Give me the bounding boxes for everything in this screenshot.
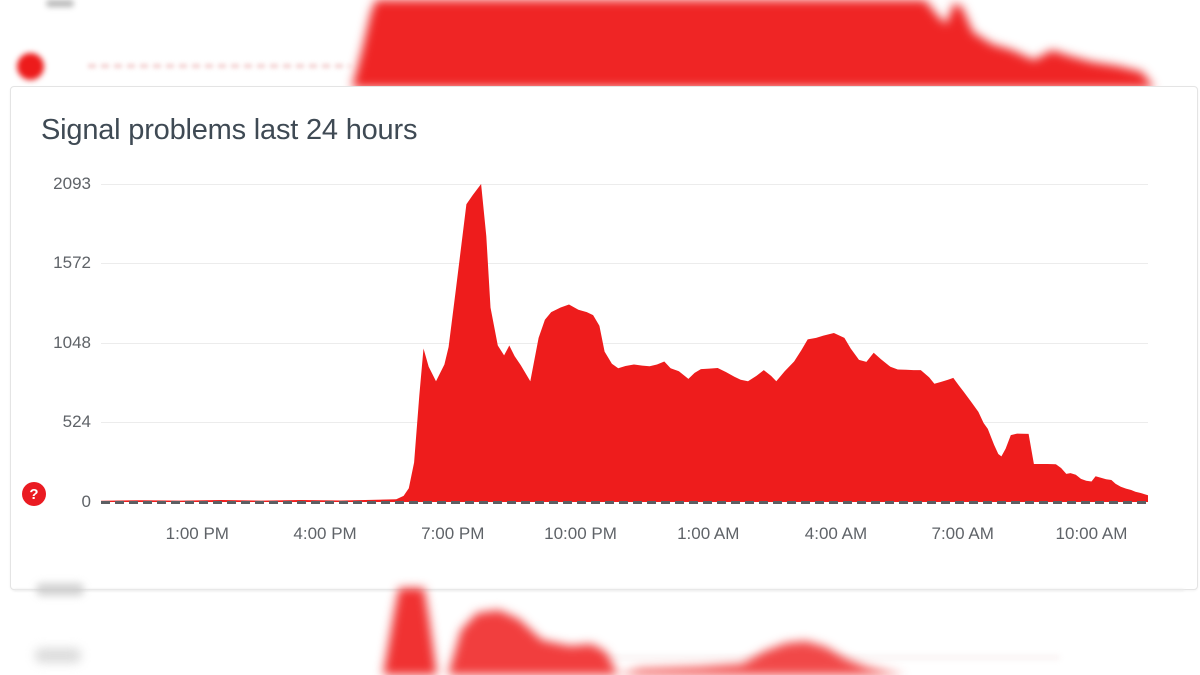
x-axis-tick-label: 4:00 AM	[804, 524, 868, 543]
outage-chart-card: Signal problems last 24 hours ? 2093 1572…	[10, 86, 1198, 590]
x-axis-tick-label: 7:00 AM	[931, 524, 994, 543]
blurred-chart-below	[383, 588, 905, 675]
help-icon[interactable]: ?	[22, 482, 46, 506]
y-axis-tick-label: 2093	[53, 174, 91, 193]
y-axis-tick-label: 1048	[53, 332, 91, 352]
blurred-chart-above	[352, 0, 1154, 88]
red-area-polygon	[101, 184, 1148, 502]
x-axis-tick-label: 7:00 PM	[421, 524, 485, 543]
x-axis-tick-label: 10:00 AM	[1055, 524, 1128, 543]
x-axis-tick-label: 10:00 PM	[544, 524, 617, 543]
blurred-text-smudge-top	[46, 0, 74, 7]
blurred-help-icon	[17, 53, 44, 80]
blurred-baseline-above	[88, 64, 350, 68]
blurred-axis-smudge-2	[35, 648, 81, 663]
x-axis-tick-label: 1:00 AM	[677, 524, 740, 543]
x-axis-tick-label: 4:00 PM	[293, 524, 357, 543]
chart-title: Signal problems last 24 hours	[41, 114, 418, 146]
signal-problems-area-series[interactable]	[101, 184, 1148, 502]
y-axis-tick-label: 524	[62, 412, 91, 432]
gridline	[101, 342, 1148, 344]
x-axis-tick-label: 1:00 PM	[165, 524, 229, 543]
y-axis-tick-label: 0	[81, 492, 91, 511]
zero-baseline-dashed	[101, 501, 1148, 504]
card-bottom-edge	[14, 589, 1184, 591]
help-glyph: ?	[29, 485, 39, 503]
gridline	[101, 263, 1148, 265]
blurred-axis-smudge-1	[36, 583, 84, 596]
gridline	[101, 184, 1148, 185]
y-axis-tick-label: 1572	[53, 253, 91, 273]
